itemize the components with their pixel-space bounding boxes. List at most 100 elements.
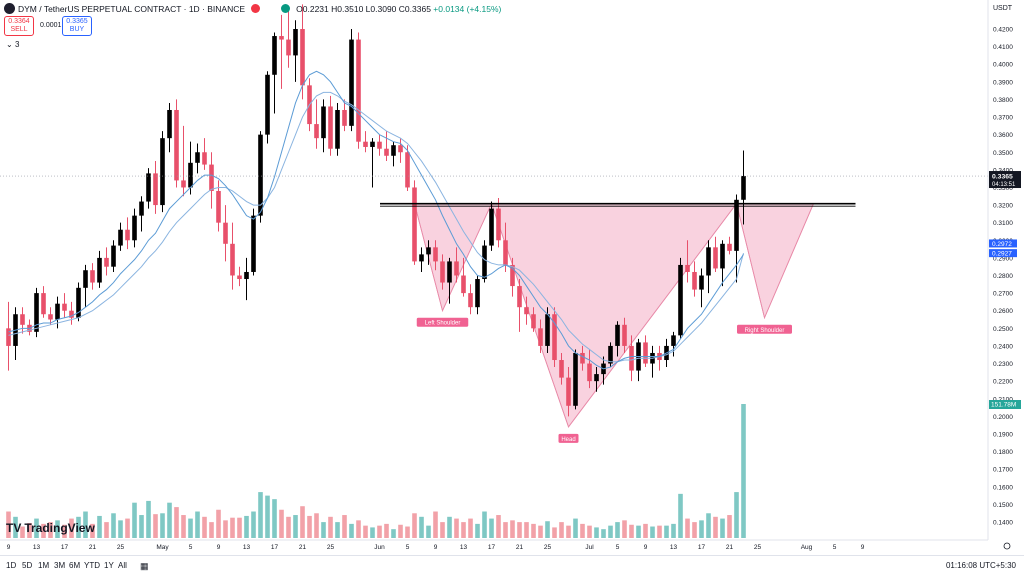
price-tick-label: 0.3100 <box>993 220 1013 227</box>
price-tick-label: 0.2800 <box>993 273 1013 280</box>
volume-bar <box>426 525 431 538</box>
candle-body <box>146 173 151 202</box>
price-tick-label: 0.2700 <box>993 291 1013 298</box>
candle-body <box>503 240 508 265</box>
candle-body <box>223 222 228 244</box>
range-all[interactable]: All <box>118 561 127 570</box>
clock-timezone[interactable]: 01:16:08 UTC+5:30 <box>945 561 1016 570</box>
head-and-shoulders-pattern <box>413 202 815 428</box>
candle-body <box>398 145 403 153</box>
price-axis[interactable]: 0.1400 0.1500 0.1600 0.1700 0.1800 0.1900 0.20… <box>987 0 1024 555</box>
time-tick-label: 17 <box>271 544 279 551</box>
candle-body <box>111 245 116 267</box>
indicators-count: 3 <box>14 40 20 49</box>
price-tick-label: 0.3200 <box>993 203 1013 210</box>
candle-body <box>167 109 172 139</box>
candle-body <box>426 247 431 255</box>
volume-bar <box>6 511 11 538</box>
volume-bar <box>503 522 508 538</box>
time-tick-label: 21 <box>299 544 307 551</box>
candle-body <box>272 36 277 75</box>
range-6m[interactable]: 6M <box>69 561 81 570</box>
ohlc-high: H0.3510 <box>331 4 364 14</box>
volume-bar <box>286 516 291 538</box>
candle-body <box>559 360 564 378</box>
volume-bar <box>55 520 60 538</box>
sell-button[interactable]: 0.3364 SELL <box>4 16 34 36</box>
candle-body <box>97 257 102 283</box>
volume-bar <box>552 527 557 538</box>
spread-value: 0.0001 <box>40 22 62 29</box>
candle-body <box>132 215 137 241</box>
volume-bar <box>174 507 179 538</box>
volume-bar <box>223 520 228 538</box>
volume-bar <box>440 522 445 538</box>
volume-bar <box>398 524 403 538</box>
volume-bar <box>461 522 466 538</box>
range-5d[interactable]: 5D <box>22 561 33 570</box>
candle-countdown: 04:13:51 <box>992 182 1016 188</box>
volume-bar <box>111 513 116 538</box>
candle-body <box>524 307 529 315</box>
volume-bar <box>237 517 242 538</box>
candle-body <box>517 286 522 308</box>
indicators-toggle[interactable]: ⌄ 3 <box>6 40 19 49</box>
symbol-title[interactable]: DYM / TetherUS PERPETUAL CONTRACT · 1D ·… <box>18 4 246 14</box>
price-tick-label: 0.3500 <box>993 150 1013 157</box>
candle-body <box>293 29 298 56</box>
candle-body <box>244 271 249 280</box>
candle-body <box>216 190 221 223</box>
range-ytd[interactable]: YTD <box>84 561 100 570</box>
volume-bar <box>139 515 144 538</box>
time-tick-label: 9 <box>217 544 221 551</box>
volume-bar <box>202 516 207 538</box>
buy-label: BUY <box>69 26 85 33</box>
candle-body <box>538 328 543 346</box>
buy-button[interactable]: 0.3365 BUY <box>62 16 92 36</box>
candle-body <box>433 247 438 262</box>
volume-bar <box>97 515 102 538</box>
volume-bar <box>622 520 627 538</box>
candle-body <box>706 247 711 276</box>
last-price-badge <box>989 171 1021 189</box>
volume-bar <box>559 522 564 538</box>
time-tick-label: 5 <box>833 544 837 551</box>
volume-bar <box>209 522 214 538</box>
time-tick-label: Jun <box>374 544 385 551</box>
volume-bar <box>321 522 326 538</box>
candle-body <box>83 270 88 288</box>
time-tick-label: 5 <box>406 544 410 551</box>
volume-bar <box>524 522 529 538</box>
volume-bar <box>566 525 571 538</box>
pattern-right-shoulder <box>735 203 815 320</box>
pattern-label-box <box>737 324 792 334</box>
candle-body <box>587 363 592 382</box>
calendar-icon[interactable]: ▦ <box>140 561 149 571</box>
pattern-label: Left Shoulder <box>425 321 461 327</box>
range-3m[interactable]: 3M <box>54 561 66 570</box>
price-tick-label: 0.2000 <box>993 414 1013 421</box>
tradingview-logo[interactable]: TV TradingView <box>6 521 95 535</box>
candle-body <box>48 314 53 320</box>
tradingview-logo-text: TradingView <box>24 521 95 535</box>
pattern-label-box <box>416 317 469 327</box>
neckline <box>380 202 856 207</box>
volume-bar <box>83 511 88 538</box>
time-tick-label: 21 <box>726 544 734 551</box>
volume-bar <box>419 516 424 538</box>
time-axis[interactable]: 9 13 17 21 25 May 5 9 13 17 21 25 Jun 5 9 13 17 21 25 Jul 5 9… <box>0 539 1011 551</box>
range-1m[interactable]: 1M <box>38 561 50 570</box>
range-1d[interactable]: 1D <box>6 561 17 570</box>
volume-bar <box>447 516 452 538</box>
volume-bar <box>230 517 235 538</box>
market-status-icon[interactable] <box>251 4 261 13</box>
candle-body <box>566 377 571 406</box>
range-1y[interactable]: 1Y <box>104 561 114 570</box>
candle-body <box>412 187 417 262</box>
volume-bar <box>195 511 200 538</box>
time-tick-label: 9 <box>434 544 438 551</box>
time-tick-label: 9 <box>644 544 648 551</box>
data-status-icon[interactable] <box>280 4 290 13</box>
volume-bar <box>153 514 158 538</box>
